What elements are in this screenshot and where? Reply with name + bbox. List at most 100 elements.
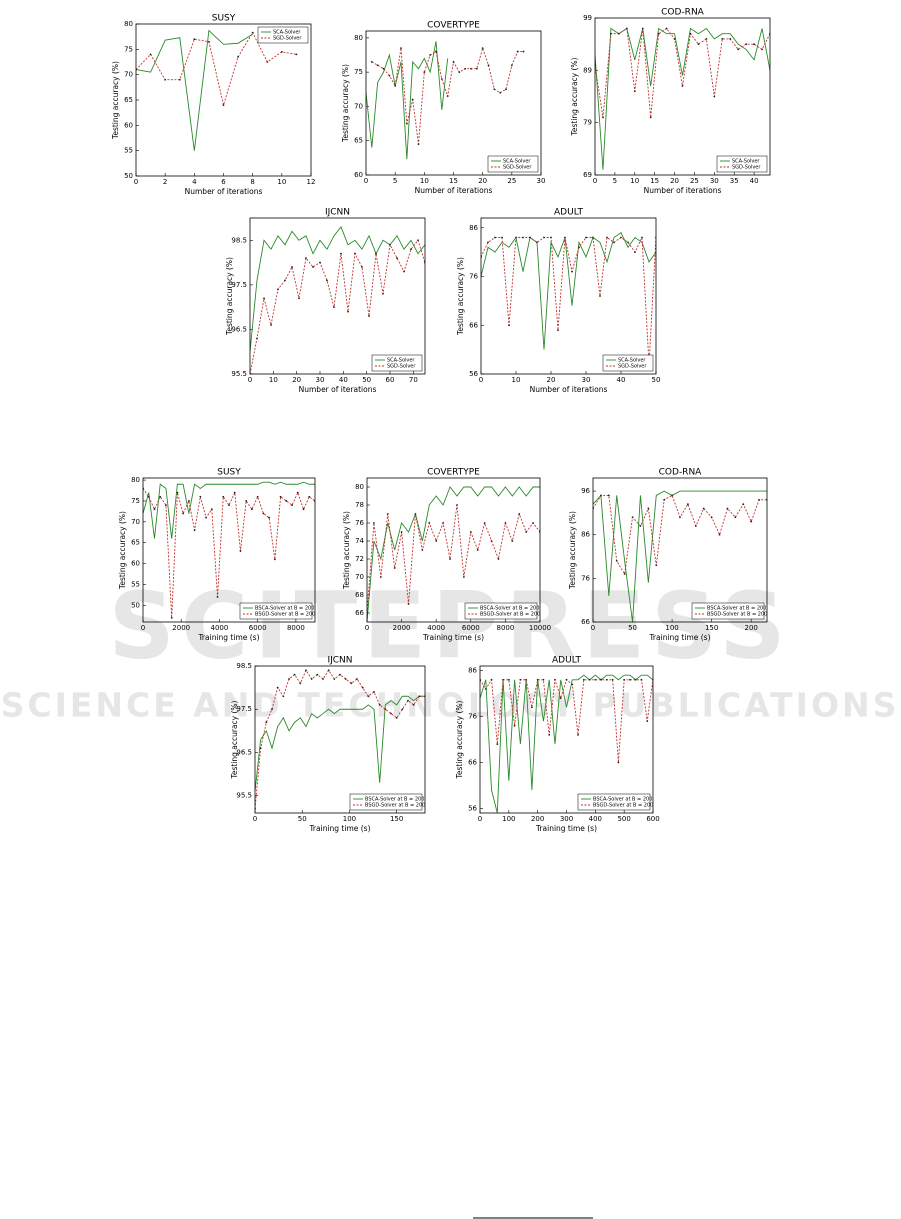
series-marker <box>403 270 405 273</box>
series-marker <box>639 525 642 527</box>
series-marker <box>497 558 500 560</box>
y-tick-label: 80 <box>354 34 363 42</box>
series-marker <box>407 699 409 702</box>
x-tick-label: 10 <box>512 376 521 384</box>
series-marker <box>671 494 673 497</box>
series-marker <box>327 669 330 672</box>
series-marker <box>435 50 437 53</box>
x-tick-label: 0 <box>253 815 257 823</box>
legend-label: SCA-Solver <box>732 159 760 165</box>
y-tick-label: 79 <box>583 119 592 127</box>
x-tick-label: 150 <box>705 624 718 632</box>
series-marker <box>697 43 700 46</box>
series-marker <box>308 495 311 498</box>
y-tick-label: 96 <box>581 487 590 495</box>
chart-title: COVERTYPE <box>427 468 480 478</box>
chart-title: IJCNN <box>327 656 352 666</box>
y-tick-label: 86 <box>468 667 477 675</box>
series-marker <box>532 522 534 524</box>
y-tick-label: 56 <box>468 804 477 812</box>
y-tick-label: 70 <box>354 102 363 110</box>
series-marker <box>305 257 307 260</box>
y-tick-label: 95.5 <box>236 792 252 800</box>
x-tick-label: 10 <box>277 178 286 186</box>
series-marker <box>617 32 620 35</box>
series-marker <box>742 503 745 506</box>
y-axis-label: Testing accuracy (%) <box>341 64 350 143</box>
series-marker <box>476 549 479 551</box>
series-marker <box>354 252 356 255</box>
series-marker <box>508 324 510 327</box>
series-marker <box>487 64 490 67</box>
series-marker <box>647 507 650 510</box>
y-tick-label: 96.5 <box>231 325 247 333</box>
series-marker <box>319 261 321 264</box>
plot-frame <box>254 665 426 814</box>
plot-frame <box>594 17 771 176</box>
y-tick-label: 95.5 <box>231 370 247 378</box>
x-tick-label: 8000 <box>287 624 305 632</box>
y-tick-label: 60 <box>124 121 133 129</box>
series-marker <box>507 678 510 681</box>
y-tick-label: 97.5 <box>231 281 247 289</box>
series-line <box>481 236 656 365</box>
series-marker <box>382 292 384 295</box>
series-marker <box>361 686 364 689</box>
series-marker <box>417 143 420 146</box>
x-axis-label: Training time (s) <box>648 633 710 642</box>
series-marker <box>502 678 504 681</box>
series-marker <box>159 495 162 498</box>
y-tick-label: 66 <box>468 758 477 766</box>
x-tick-label: 6000 <box>462 624 480 632</box>
y-axis-label: Testing accuracy (%) <box>456 257 465 336</box>
series-marker <box>501 236 503 239</box>
legend-box <box>257 26 309 44</box>
legend-box <box>602 354 654 372</box>
y-axis-label: Testing accuracy (%) <box>455 700 464 779</box>
x-tick-label: 50 <box>362 376 371 384</box>
series-marker <box>484 688 487 690</box>
series-marker <box>578 246 580 249</box>
series-marker <box>350 682 353 685</box>
x-tick-label: 100 <box>343 815 356 823</box>
x-tick-label: 50 <box>652 376 661 384</box>
series-marker <box>600 494 602 497</box>
series-marker <box>525 531 528 533</box>
series-marker <box>493 88 496 91</box>
plot-frame <box>366 477 541 623</box>
series-marker <box>679 516 681 519</box>
series-marker <box>394 84 397 87</box>
series-marker <box>279 495 282 498</box>
legend-label: BSGD-Solver at B = 200 <box>480 612 540 618</box>
series-marker <box>421 549 424 551</box>
series-marker <box>284 279 286 282</box>
legend-box <box>691 602 765 620</box>
y-tick-label: 70 <box>355 573 364 581</box>
series-marker <box>412 704 415 706</box>
x-tick-label: 0 <box>478 815 482 823</box>
x-tick-label: 40 <box>750 177 759 185</box>
legend-label: BSGD-Solver at B = 200 <box>255 612 315 618</box>
series-marker <box>440 78 443 80</box>
series-line <box>136 31 297 107</box>
series-marker <box>390 712 392 715</box>
series-marker <box>550 236 552 239</box>
series-marker <box>721 38 724 40</box>
legend-label: SGD-Solver <box>387 364 416 370</box>
x-axis-label: Number of iterations <box>530 385 608 394</box>
series-marker <box>384 708 387 711</box>
series-marker <box>379 576 382 578</box>
series-marker <box>490 540 493 542</box>
series-marker <box>737 48 740 51</box>
chart-title: SUSY <box>212 14 236 24</box>
series-marker <box>277 288 279 291</box>
series-marker <box>710 516 713 519</box>
series-marker <box>496 743 499 745</box>
x-tick-label: 4000 <box>427 624 445 632</box>
series-marker <box>734 516 737 519</box>
chart-title: ADULT <box>554 208 583 218</box>
y-tick-label: 74 <box>355 537 364 545</box>
legend-label: SCA-Solver <box>273 30 301 36</box>
x-axis-label: Number of iterations <box>644 186 722 195</box>
y-tick-label: 80 <box>131 476 140 484</box>
